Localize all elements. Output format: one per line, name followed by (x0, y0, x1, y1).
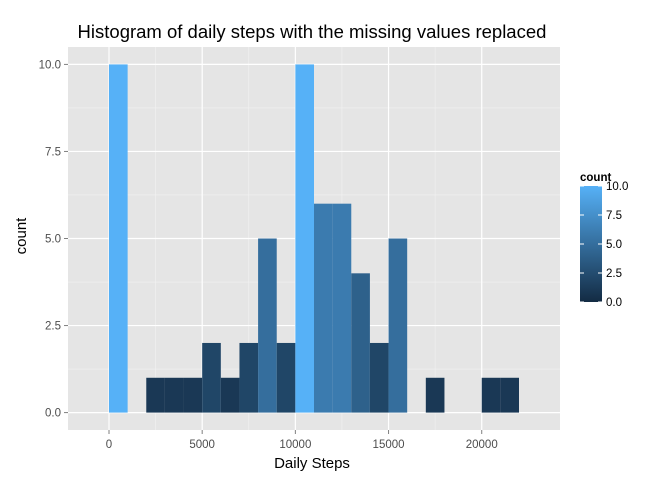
x-axis: 0 5000 10000 15000 20000 (106, 430, 498, 451)
x-tick-label: 15000 (373, 439, 405, 451)
legend-tick-label: 10.0 (606, 181, 628, 193)
legend-tick-label: 7.5 (606, 210, 622, 222)
histogram-bar (295, 64, 314, 413)
histogram-bar (425, 377, 445, 413)
histogram-bar (332, 203, 352, 413)
histogram-bar (351, 273, 370, 413)
y-tick-label: 5.0 (45, 234, 61, 246)
histogram-bar (369, 342, 389, 413)
histogram-bar (109, 64, 128, 413)
y-tick-label: 0.0 (45, 408, 61, 420)
x-tick-label: 10000 (279, 439, 311, 451)
x-axis-title: Daily Steps (274, 455, 350, 472)
histogram-bar (146, 377, 165, 413)
histogram-bar (239, 342, 259, 413)
y-tick-label: 2.5 (45, 321, 61, 333)
histogram-bar (202, 342, 221, 413)
legend-tick-label: 0.0 (606, 297, 622, 309)
y-tick-label: 7.5 (45, 146, 61, 158)
legend-colorbar (580, 186, 602, 302)
x-tick-label: 20000 (466, 439, 498, 451)
legend-tick-label: 5.0 (606, 239, 622, 251)
histogram-bar (481, 377, 501, 413)
histogram-bar (183, 377, 203, 413)
y-axis: 0.0 2.5 5.0 7.5 10.0 (39, 59, 68, 420)
histogram-bar (164, 377, 184, 413)
y-axis-title: count (13, 217, 30, 255)
histogram-bar (500, 377, 519, 413)
histogram-bar (388, 238, 408, 413)
legend-title: count (580, 172, 611, 184)
legend-tick-label: 2.5 (606, 268, 622, 280)
histogram-bar (220, 377, 240, 413)
bars-group (109, 64, 519, 413)
chart-title: Histogram of daily steps with the missin… (78, 21, 547, 42)
legend: count 0.0 2.5 5.0 7.5 10.0 (580, 172, 628, 309)
x-tick-label: 5000 (189, 439, 215, 451)
histogram-bar (276, 342, 296, 413)
histogram-bar (258, 238, 277, 413)
y-tick-label: 10.0 (39, 59, 61, 71)
histogram-bar (314, 203, 333, 413)
x-tick-label: 0 (106, 439, 112, 451)
